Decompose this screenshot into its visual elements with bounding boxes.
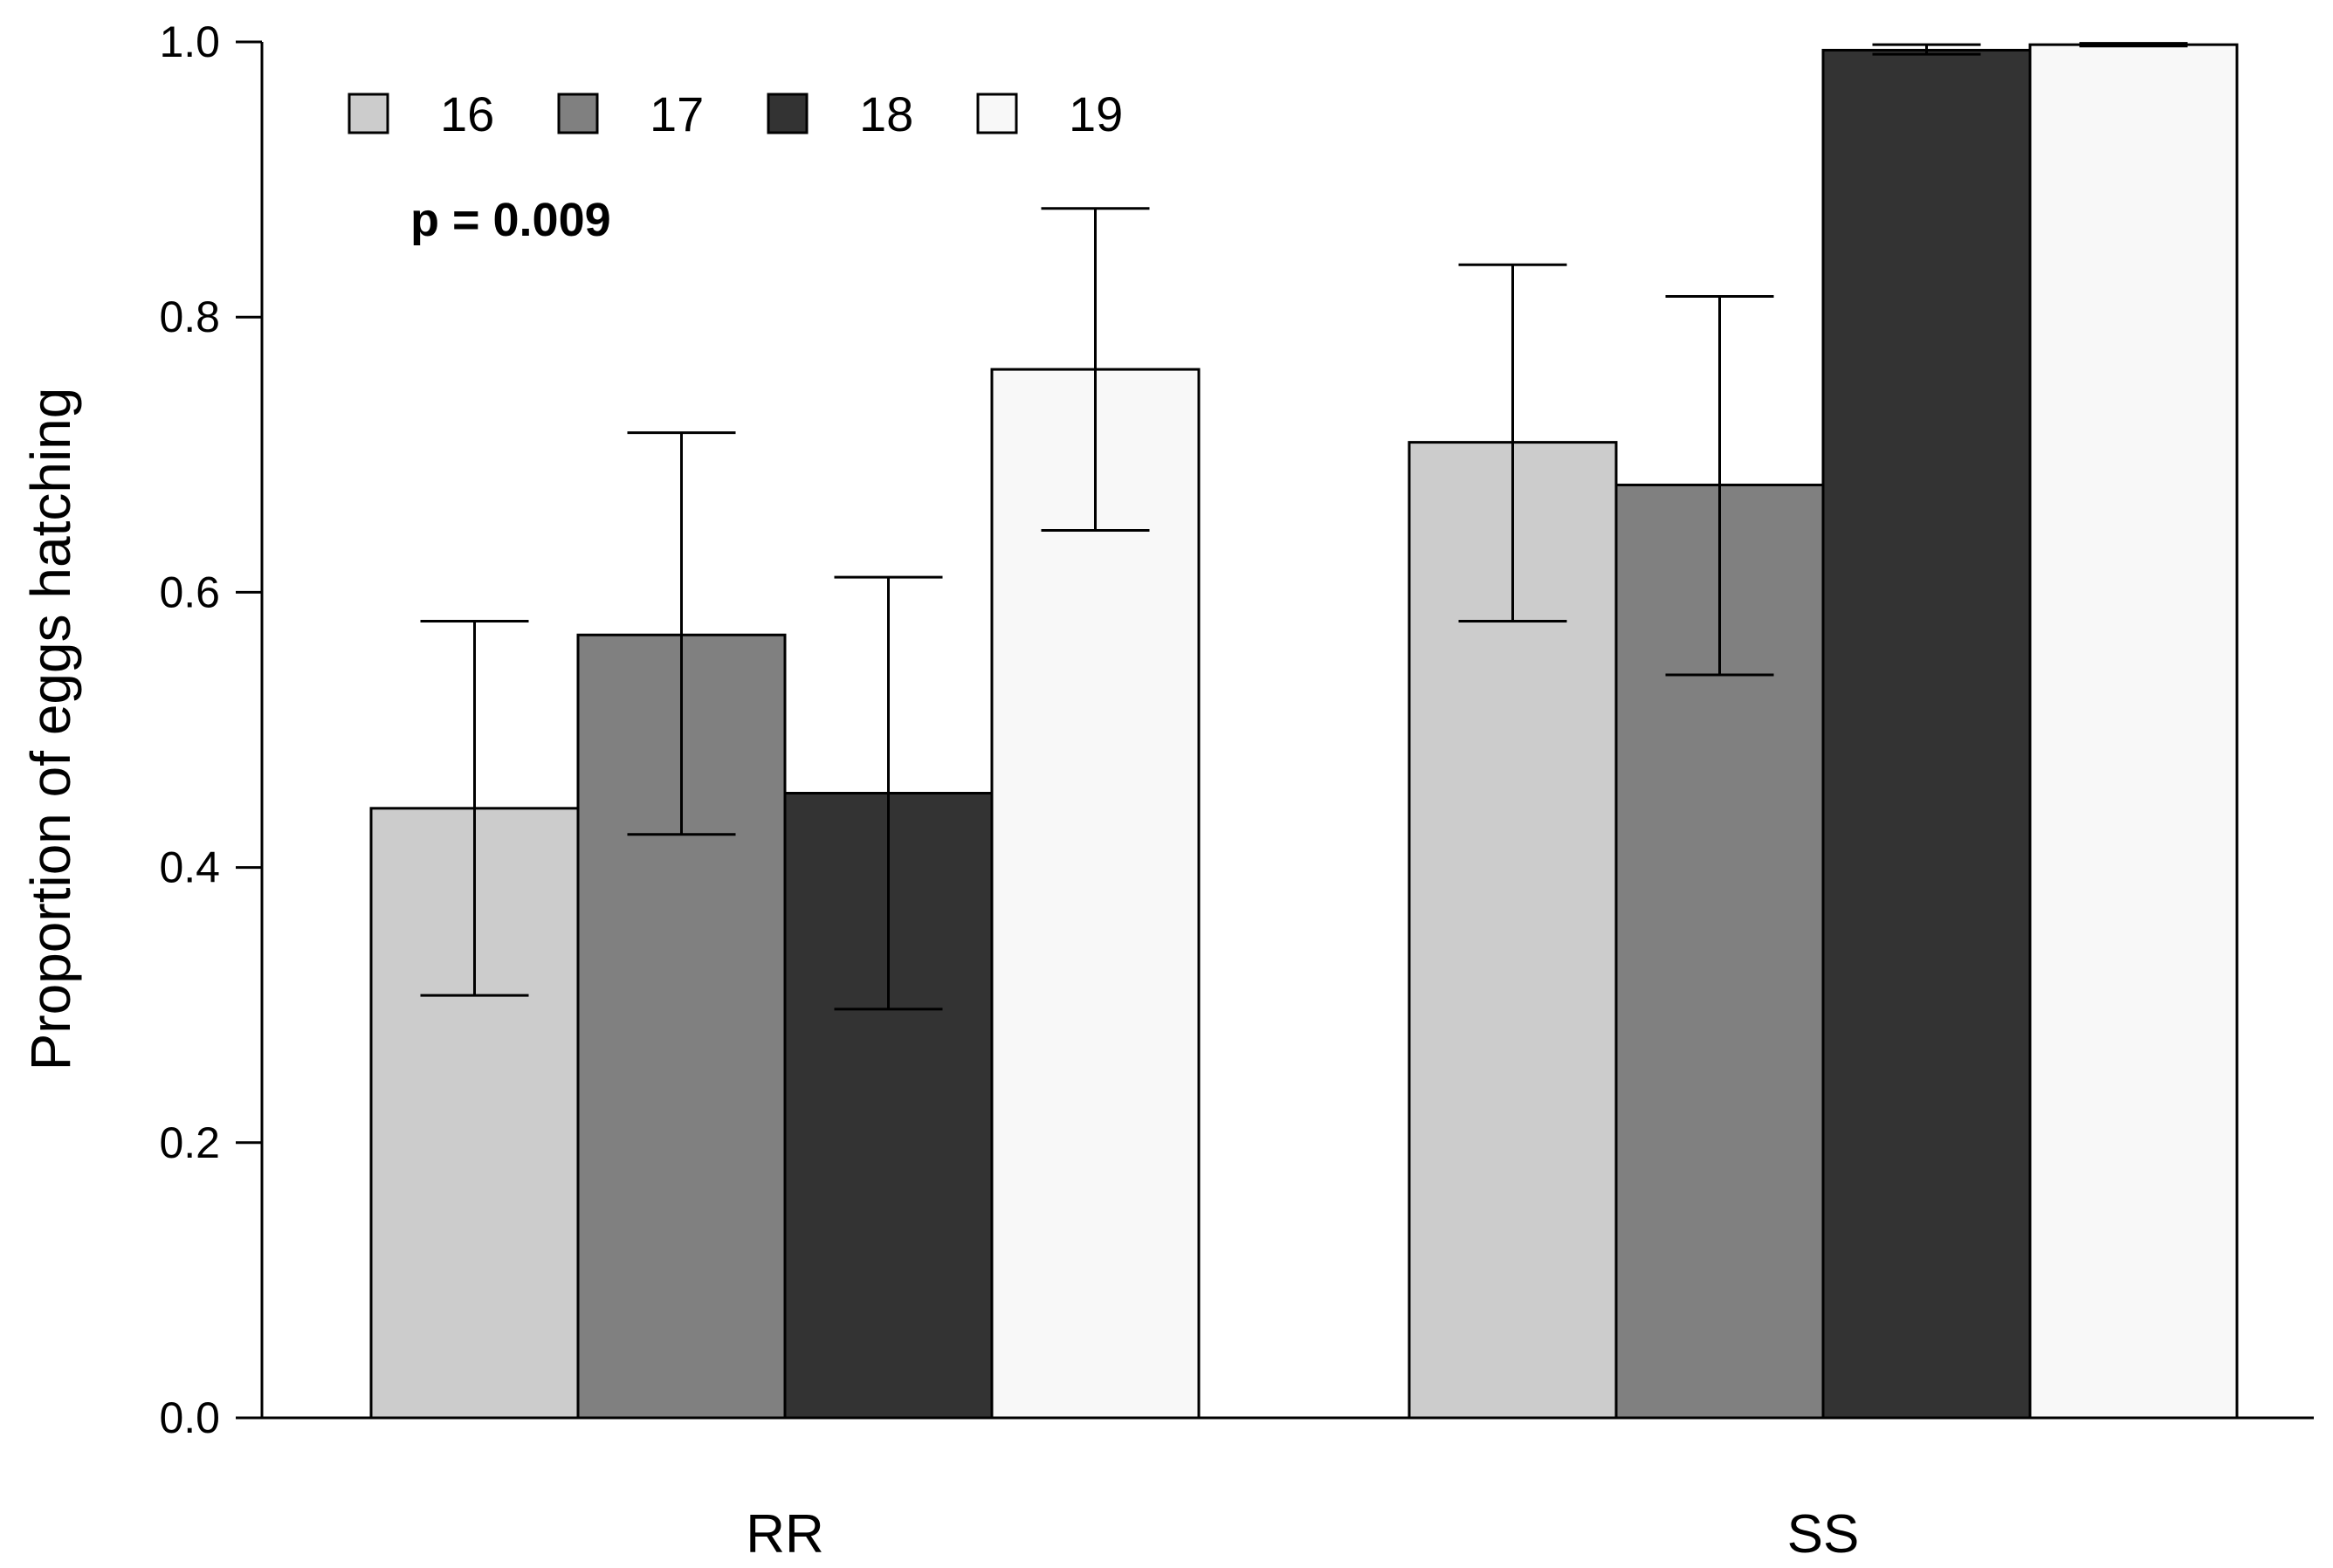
y-tick-label: 0.6 [159, 567, 220, 616]
bar-SS-19 [2028, 43, 2239, 1420]
category-label-RR: RR [746, 1504, 824, 1565]
legend-swatch-16 [348, 93, 389, 134]
legend-label-18: 18 [859, 86, 913, 141]
error-bar-RR-18 [834, 575, 943, 1011]
y-axis-label: Proportion of eggs hatching [19, 388, 82, 1071]
error-bar-SS-18 [1872, 43, 1981, 56]
y-tick-label: 0.4 [159, 843, 220, 892]
bar-RR-19 [990, 368, 1201, 1420]
y-tick-label: 0.0 [159, 1393, 220, 1442]
y-tick-label: 1.0 [159, 17, 220, 66]
error-bars [420, 42, 2188, 1011]
legend-label-19: 19 [1069, 86, 1123, 141]
error-bar-RR-19 [1041, 207, 1150, 532]
bar-RR-18 [783, 791, 994, 1420]
legend-swatch-19 [976, 93, 1018, 134]
p-value-annotation: p = 0.009 [410, 194, 611, 246]
error-bar-RR-16 [420, 619, 529, 997]
legend-swatch-18 [767, 93, 809, 134]
x-axis-labels: RR SS [746, 1504, 1859, 1565]
legend-swatch-17 [557, 93, 599, 134]
legend-label-17: 17 [650, 86, 704, 141]
error-bar-SS-17 [1665, 295, 1774, 677]
bar-SS-18 [1821, 48, 2032, 1420]
legend: 16 17 18 19 [348, 86, 1123, 141]
error-bar-SS-19 [2079, 42, 2188, 48]
bars [369, 43, 2239, 1420]
error-bar-RR-17 [627, 431, 736, 836]
y-tick-label: 0.8 [159, 292, 220, 341]
category-label-SS: SS [1787, 1504, 1860, 1565]
y-tick-label: 0.2 [159, 1118, 220, 1167]
error-bar-SS-16 [1458, 263, 1567, 622]
legend-label-16: 16 [440, 86, 494, 141]
